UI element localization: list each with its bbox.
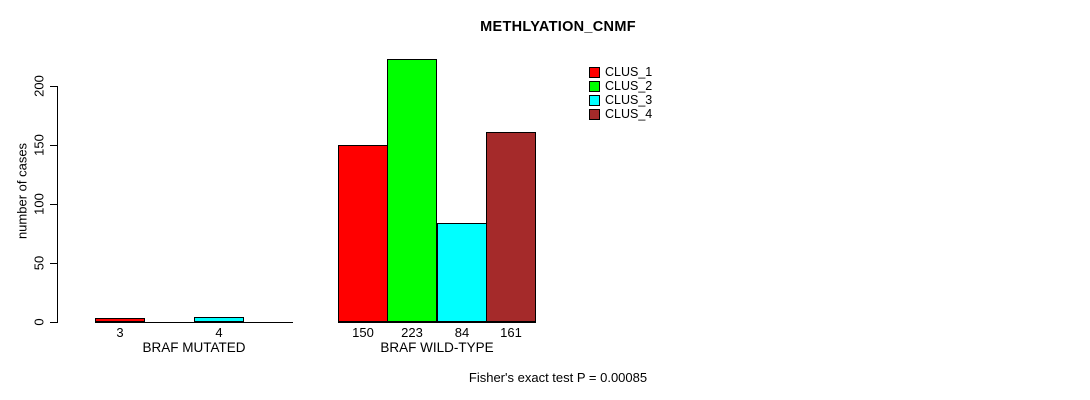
bar-value-label: 150 <box>352 325 374 340</box>
legend: CLUS_1 CLUS_2 CLUS_3 CLUS_4 <box>589 65 652 121</box>
bar-clus_1-2 <box>338 145 388 322</box>
legend-color-swatch <box>589 94 600 106</box>
legend-color-swatch <box>589 66 600 78</box>
y-axis-tick-label: 150 <box>31 134 47 156</box>
y-axis-line <box>57 86 58 323</box>
y-axis-tick-label: 200 <box>31 75 47 97</box>
legend-item-clus_4: CLUS_4 <box>589 107 652 121</box>
y-axis-tick <box>50 145 57 146</box>
y-axis-tick-label: 50 <box>31 255 47 271</box>
x-axis-group-label: BRAF MUTATED <box>142 340 246 355</box>
x-axis-baseline <box>95 322 293 323</box>
legend-label: CLUS_1 <box>605 65 653 79</box>
legend-color-swatch <box>589 80 600 92</box>
y-axis-tick <box>50 322 57 323</box>
bar-clus_3-2 <box>437 223 487 322</box>
bar-value-label: 161 <box>500 325 522 340</box>
y-axis-tick <box>50 86 57 87</box>
legend-label: CLUS_3 <box>605 93 653 107</box>
bar-value-label: 84 <box>454 325 470 340</box>
fisher-test-annotation: Fisher's exact test P = 0.00085 <box>468 370 648 385</box>
bar-clus_1-1 <box>95 318 145 322</box>
x-axis-baseline <box>338 322 536 323</box>
legend-item-clus_1: CLUS_1 <box>589 65 652 79</box>
legend-color-swatch <box>589 108 600 120</box>
legend-item-clus_3: CLUS_3 <box>589 93 652 107</box>
bar-value-label: 223 <box>401 325 423 340</box>
legend-item-clus_2: CLUS_2 <box>589 79 652 93</box>
y-axis-tick-label: 100 <box>31 193 47 215</box>
legend-label: CLUS_2 <box>605 79 653 93</box>
bar-value-label: 4 <box>215 325 223 340</box>
y-axis-tick-label: 0 <box>31 318 47 326</box>
legend-label: CLUS_4 <box>605 107 653 121</box>
bar-clus_4-2 <box>486 132 536 322</box>
y-axis-tick <box>50 204 57 205</box>
y-axis-tick <box>50 263 57 264</box>
bar-clus_2-2 <box>387 59 437 322</box>
bar-clus_3-1 <box>194 317 244 322</box>
x-axis-group-label: BRAF WILD-TYPE <box>380 340 494 355</box>
bar-value-label: 3 <box>116 325 124 340</box>
chart-title: METHLYATION_CNMF <box>480 19 636 35</box>
y-axis-label: number of cases <box>14 142 30 240</box>
